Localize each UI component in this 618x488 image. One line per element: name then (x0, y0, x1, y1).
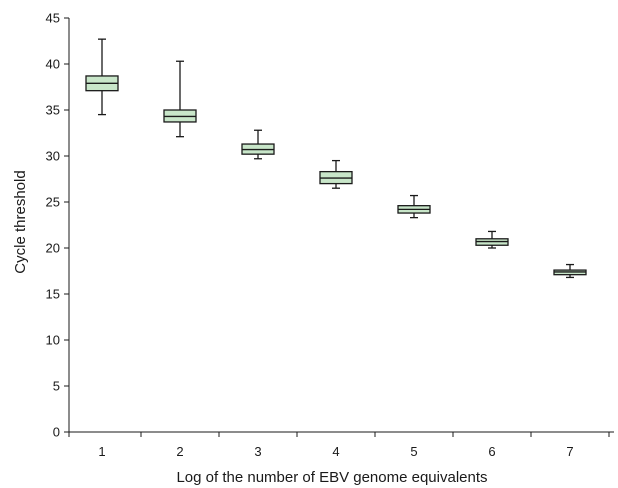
y-tick-label: 35 (46, 103, 60, 118)
x-axis-label: Log of the number of EBV genome equivale… (176, 469, 487, 486)
y-axis-label: Cycle threshold (12, 170, 29, 273)
x-tick-label: 7 (566, 444, 573, 459)
box-group (85, 38, 119, 116)
box-group (553, 263, 587, 279)
y-tick-label: 25 (46, 195, 60, 210)
y-axis: 0 5 10 15 20 25 30 35 40 45 (46, 11, 70, 440)
y-tick-label: 45 (46, 11, 60, 26)
box-group (397, 194, 431, 219)
box-group (163, 60, 197, 138)
x-tick-label: 2 (176, 444, 183, 459)
y-tick-label: 0 (53, 425, 60, 440)
y-tick-label: 10 (46, 333, 60, 348)
x-tick-label: 3 (254, 444, 261, 459)
x-axis: 1 2 3 4 5 6 7 (68, 431, 614, 459)
boxes (85, 38, 587, 279)
x-tick-label: 6 (488, 444, 495, 459)
y-tick-label: 30 (46, 149, 60, 164)
box-group (475, 230, 509, 249)
x-tick-label: 4 (332, 444, 339, 459)
y-tick-label: 20 (46, 241, 60, 256)
box-group (241, 129, 275, 160)
box-group (319, 159, 353, 189)
y-tick-label: 40 (46, 57, 60, 72)
x-tick-label: 5 (410, 444, 417, 459)
x-tick-label: 1 (98, 444, 105, 459)
y-tick-label: 5 (53, 379, 60, 394)
y-tick-label: 15 (46, 287, 60, 302)
